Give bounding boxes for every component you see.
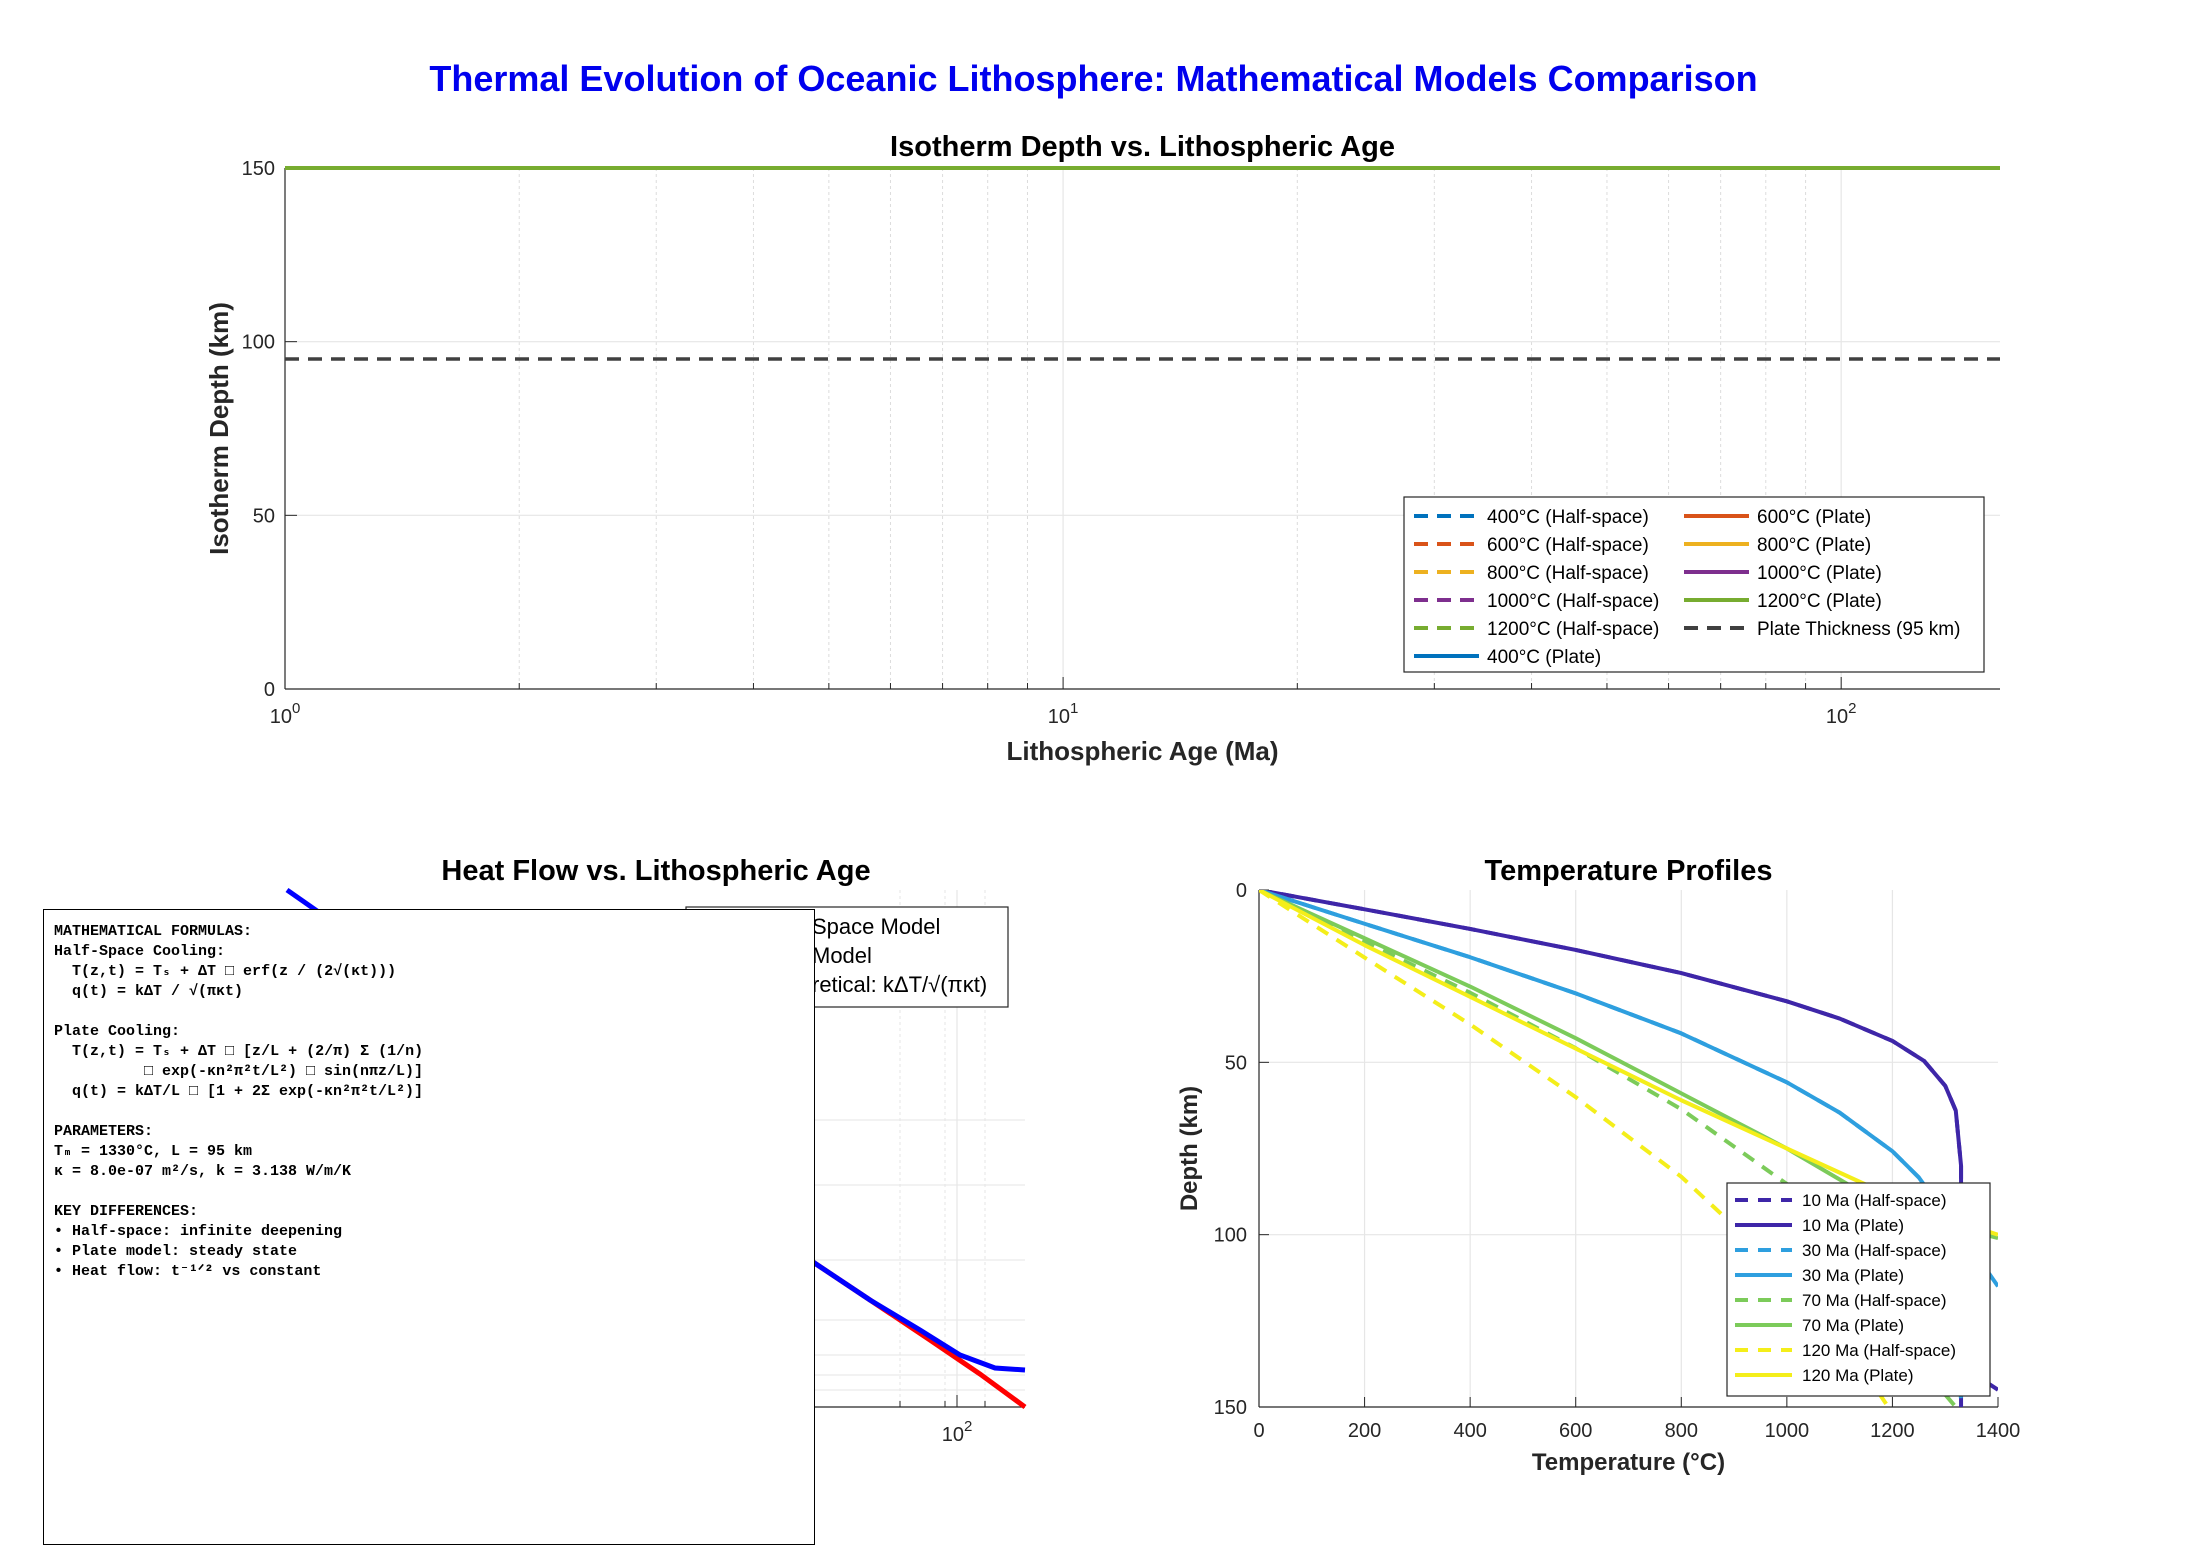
legend-entry-label: 120 Ma (Plate) (1802, 1366, 1914, 1385)
legend-entry-label: 1000°C (Half-space) (1487, 591, 1659, 612)
series-line (1259, 890, 1891, 1407)
formula-line (54, 1102, 804, 1122)
formula-line: κ = 8.0e-07 m²/s, k = 3.138 W/m/K (54, 1163, 352, 1180)
heat-flow-axes: Heat Flow vs. Lithospheric Age 102 Space M… (285, 855, 1027, 1446)
legend-entry-label: 400°C (Plate) (1487, 647, 1601, 668)
formula-annotation-box: MATHEMATICAL FORMULAS: Half-Space Cooling… (43, 909, 815, 1545)
y-tick-label: 0 (264, 679, 275, 701)
formula-line: • Half-space: infinite deepening (54, 1223, 343, 1240)
y-tick-label: 100 (1214, 1225, 1247, 1247)
x-tick-label: 101 (1048, 700, 1079, 728)
x-tick-label: 0 (1253, 1420, 1264, 1442)
y-axis-label: Depth (km) (1176, 1086, 1203, 1211)
legend-entry-label: 400°C (Half-space) (1487, 507, 1649, 528)
x-axis-label: Temperature (°C) (1532, 1449, 1725, 1476)
formula-line: T(z,t) = Tₛ + ΔT □ erf(z / (2√(κt))) (54, 963, 397, 980)
legend-entry-label: retical: kΔT/√(πκt) (812, 972, 987, 997)
formula-line: • Heat flow: t⁻¹ᐟ² vs constant (54, 1263, 322, 1280)
series-line (811, 1259, 1026, 1373)
chart-title: Heat Flow vs. Lithospheric Age (441, 855, 870, 887)
x-tick-label: 800 (1665, 1420, 1698, 1442)
formula-line: MATHEMATICAL FORMULAS: (54, 923, 253, 940)
formula-line: q(t) = kΔT / √(πκt) (54, 983, 244, 1000)
formula-line: KEY DIFFERENCES: (54, 1203, 199, 1220)
temperature-profiles-axes: 0 200 400 600 800 1000 1200 1400 0 50 100 150 Temper… (1176, 855, 2020, 1476)
legend-entry-label: 10 Ma (Plate) (1802, 1216, 1904, 1235)
x-tick-label: 100 (270, 700, 301, 728)
isotherm-depth-axes: 100 101 102 0 50 100 150 Isotherm Depth vs. Lit… (204, 131, 2000, 766)
legend-entry-label: 600°C (Half-space) (1487, 535, 1649, 556)
legend-entry-label: 1000°C (Plate) (1757, 563, 1882, 584)
x-tick-label: 400 (1453, 1420, 1486, 1442)
y-axis-label: Isotherm Depth (km) (204, 302, 234, 555)
y-tick-label: 150 (242, 158, 275, 180)
x-tick-label: 200 (1348, 1420, 1381, 1442)
legend-entry-label: Space Model (812, 914, 940, 939)
x-tick-label: 1200 (1870, 1420, 1915, 1442)
legend-entry-label: 1200°C (Plate) (1757, 591, 1882, 612)
formula-line (54, 1182, 804, 1202)
y-tick-label: 100 (242, 332, 275, 354)
y-tick-label: 50 (253, 505, 275, 527)
legend-box (1403, 496, 1985, 673)
y-tick-label: 0 (1236, 880, 1247, 902)
legend-entry-label: 30 Ma (Half-space) (1802, 1241, 1947, 1260)
legend-entry-label: 30 Ma (Plate) (1802, 1266, 1904, 1285)
legend-entry-label: 1200°C (Half-space) (1487, 619, 1659, 640)
formula-line: Plate Cooling: (54, 1023, 181, 1040)
x-tick-label: 102 (1826, 700, 1857, 728)
formula-line: T(z,t) = Tₛ + ΔT □ [z/L + (2/π) Σ (1/n) (54, 1043, 424, 1060)
legend-entry-label: 800°C (Half-space) (1487, 563, 1649, 584)
chart-title: Temperature Profiles (1485, 855, 1773, 887)
x-tick-label: 1000 (1765, 1420, 1810, 1442)
x-tick-label: 102 (942, 1418, 973, 1446)
chart-title: Isotherm Depth vs. Lithospheric Age (890, 131, 1395, 163)
legend-entry-label: 600°C (Plate) (1757, 507, 1871, 528)
legend-entry-label: Plate Thickness (95 km) (1757, 619, 1960, 640)
formula-line: • Plate model: steady state (54, 1243, 298, 1260)
y-tick-label: 150 (1214, 1397, 1247, 1419)
formula-line (54, 1002, 804, 1022)
x-tick-label: 600 (1559, 1420, 1592, 1442)
legend-entry-label: 120 Ma (Half-space) (1802, 1341, 1956, 1360)
formula-line: Half-Space Cooling: (54, 943, 226, 960)
legend-entry-label: Model (812, 943, 872, 968)
x-axis-label: Lithospheric Age (Ma) (1006, 736, 1278, 766)
legend-entry-label: 70 Ma (Plate) (1802, 1316, 1904, 1335)
legend-entry-label: 70 Ma (Half-space) (1802, 1291, 1947, 1310)
formula-line: q(t) = kΔT/L □ [1 + 2Σ exp(-κn²π²t/L²)] (54, 1083, 424, 1100)
x-tick-label: 1400 (1976, 1420, 2021, 1442)
y-tick-label: 50 (1225, 1052, 1247, 1074)
legend-box (1726, 1182, 1991, 1397)
formula-line: PARAMETERS: (54, 1123, 154, 1140)
legend-entry-label: 800°C (Plate) (1757, 535, 1871, 556)
formula-line: □ exp(-κn²π²t/L²) □ sin(nπz/L)] (54, 1063, 424, 1080)
figure-suptitle: Thermal Evolution of Oceanic Lithosphere… (429, 58, 1758, 99)
formula-line: Tₘ = 1330°C, L = 95 km (54, 1143, 253, 1160)
legend-entry-label: 10 Ma (Half-space) (1802, 1191, 1947, 1210)
